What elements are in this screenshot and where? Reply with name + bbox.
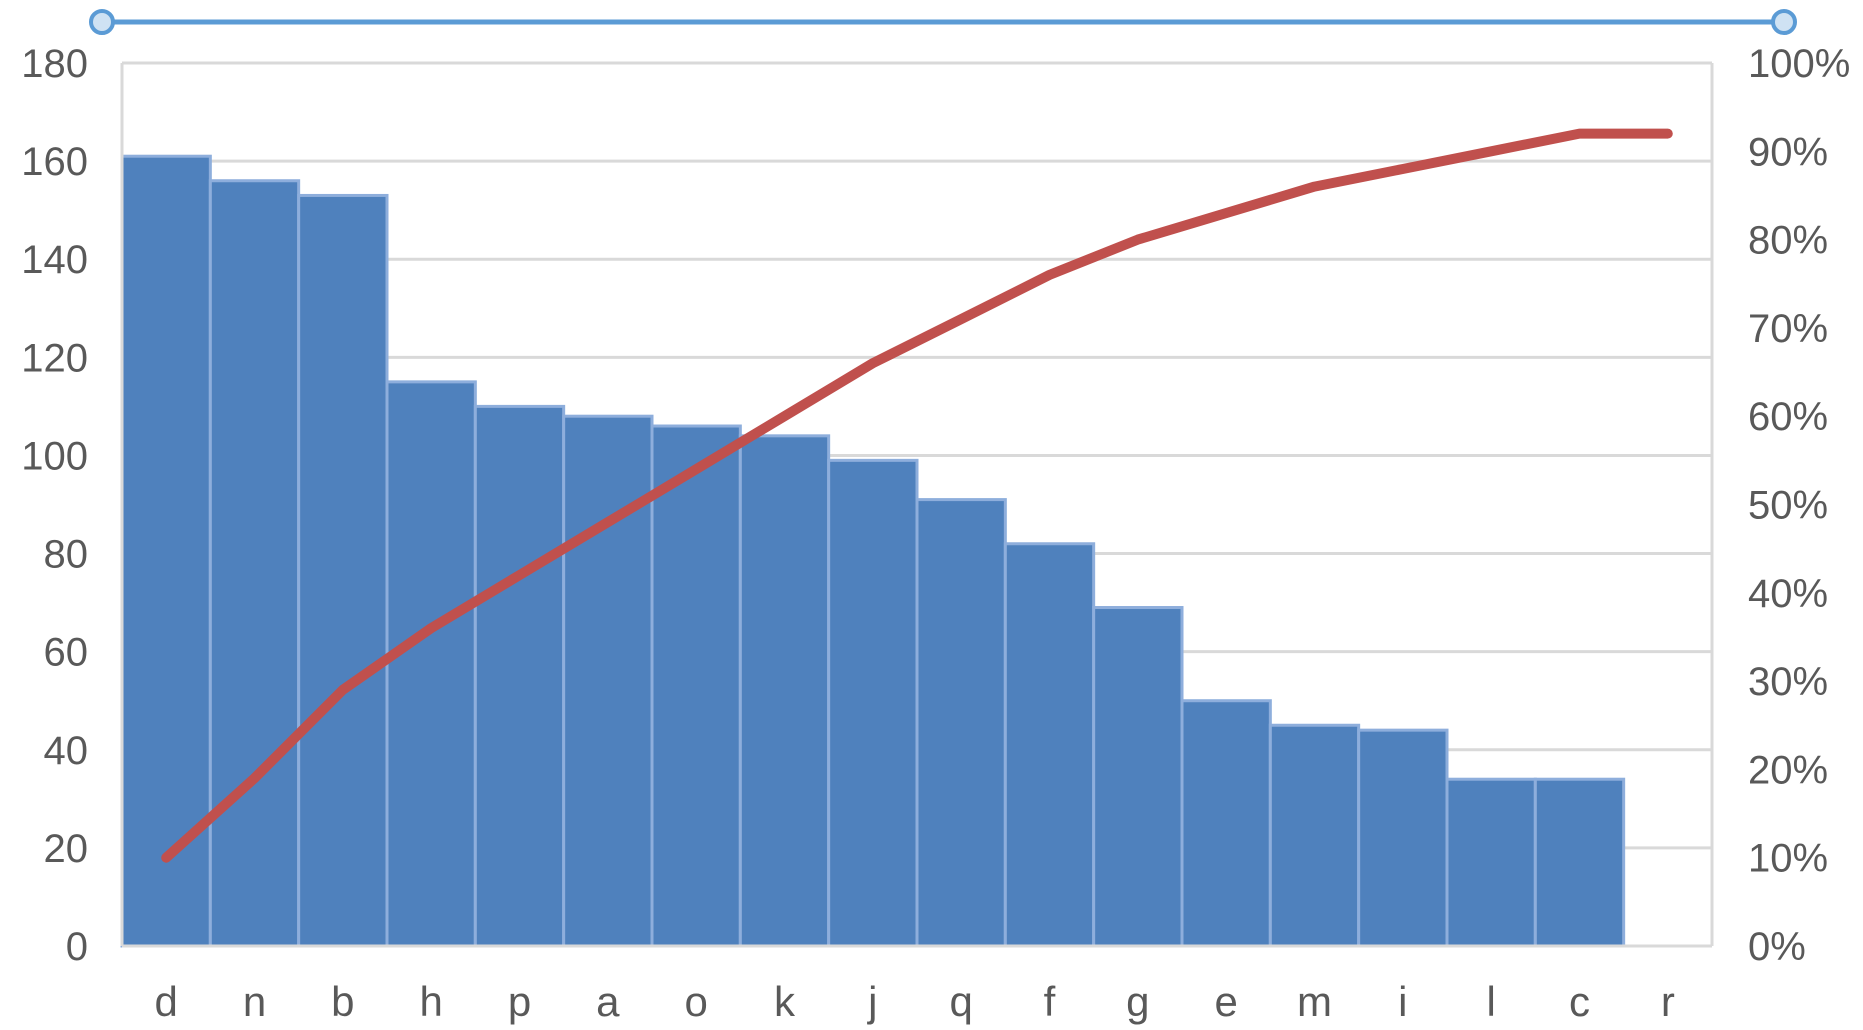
- bar-i: [1357, 728, 1449, 948]
- line-point-g: [1137, 239, 1139, 241]
- category-label-j: j: [866, 978, 877, 1025]
- line-point-q: [960, 318, 962, 320]
- bar-g: [1092, 606, 1184, 948]
- category-label-a: a: [596, 978, 620, 1025]
- chart-selection-handle[interactable]: [89, 9, 1797, 35]
- left-tick-label: 180: [21, 42, 88, 86]
- line-point-k: [784, 415, 786, 417]
- left-tick-label: 100: [21, 434, 88, 478]
- category-label-r: r: [1661, 978, 1675, 1025]
- category-label-d: d: [154, 978, 177, 1025]
- bar-q: [915, 498, 1007, 948]
- line-point-d: [165, 857, 167, 859]
- left-tick-label: 20: [44, 827, 89, 871]
- bar-c: [1533, 777, 1626, 948]
- bar-p: [473, 404, 566, 948]
- right-tick-label: 0%: [1748, 925, 1806, 969]
- category-label-l: l: [1486, 978, 1495, 1025]
- bar-e: [1180, 699, 1272, 948]
- category-label-b: b: [331, 978, 354, 1025]
- left-axis: 0 20 40 60 80 100 120 140 160 180: [21, 42, 88, 969]
- bar-j: [827, 458, 919, 948]
- cumulative-line: [161, 128, 1673, 863]
- left-tick-label: 160: [21, 140, 88, 184]
- line-point-p: [519, 574, 521, 576]
- line-point-b: [342, 689, 344, 691]
- resize-handle-right[interactable]: [1771, 9, 1797, 35]
- line-point-h: [430, 627, 432, 629]
- left-tick-label: 60: [44, 631, 89, 675]
- right-tick-label: 20%: [1748, 748, 1828, 792]
- category-label-k: k: [774, 978, 796, 1025]
- bar-n: [208, 179, 301, 948]
- line-point-c: [1579, 133, 1581, 135]
- category-label-q: q: [949, 978, 972, 1025]
- line-point-r: [1667, 133, 1669, 135]
- category-label-h: h: [419, 978, 442, 1025]
- bar-k: [738, 434, 831, 948]
- right-tick-label: 10%: [1748, 837, 1828, 881]
- bar-h: [385, 380, 477, 948]
- bar-b: [297, 193, 389, 948]
- left-tick-label: 40: [44, 729, 89, 773]
- left-tick-label: 120: [21, 336, 88, 380]
- category-label-f: f: [1044, 978, 1056, 1025]
- line-point-o: [695, 468, 697, 470]
- line-point-m: [1314, 186, 1316, 188]
- left-tick-label: 80: [44, 533, 89, 577]
- plot-frame: [120, 63, 1714, 948]
- right-tick-label: 100%: [1748, 42, 1850, 86]
- bar-l: [1445, 777, 1537, 948]
- right-tick-label: 40%: [1748, 572, 1828, 616]
- line-point-e: [1225, 212, 1227, 214]
- category-label-e: e: [1214, 978, 1237, 1025]
- category-label-g: g: [1126, 978, 1149, 1025]
- bar-m: [1268, 723, 1361, 948]
- bar-o: [650, 424, 742, 948]
- right-tick-label: 70%: [1748, 307, 1828, 351]
- right-tick-label: 60%: [1748, 395, 1828, 439]
- category-label-m: m: [1297, 978, 1332, 1025]
- bar-a: [562, 414, 654, 948]
- category-label-n: n: [243, 978, 266, 1025]
- bar-f: [1003, 542, 1096, 948]
- category-label-o: o: [684, 978, 707, 1025]
- bar-series: [120, 154, 1626, 948]
- category-label-c: c: [1569, 978, 1590, 1025]
- line-point-i: [1402, 168, 1404, 170]
- category-label-p: p: [508, 978, 531, 1025]
- right-tick-label: 80%: [1748, 219, 1828, 263]
- line-point-n: [254, 777, 256, 779]
- resize-handle-left[interactable]: [89, 9, 115, 35]
- left-tick-label: 140: [21, 238, 88, 282]
- line-point-j: [872, 362, 874, 364]
- line-point-f: [1049, 274, 1051, 276]
- line-point-l: [1490, 150, 1492, 152]
- right-tick-label: 30%: [1748, 660, 1828, 704]
- category-label-i: i: [1398, 978, 1407, 1025]
- line-point-a: [607, 521, 609, 523]
- left-tick-label: 0: [66, 925, 88, 969]
- right-tick-label: 90%: [1748, 130, 1828, 174]
- right-tick-label: 50%: [1748, 484, 1828, 528]
- cumulative-line-series: [161, 128, 1673, 863]
- right-axis: 0% 10% 20% 30% 40% 50% 60% 70% 80% 90% 100%: [1748, 42, 1850, 969]
